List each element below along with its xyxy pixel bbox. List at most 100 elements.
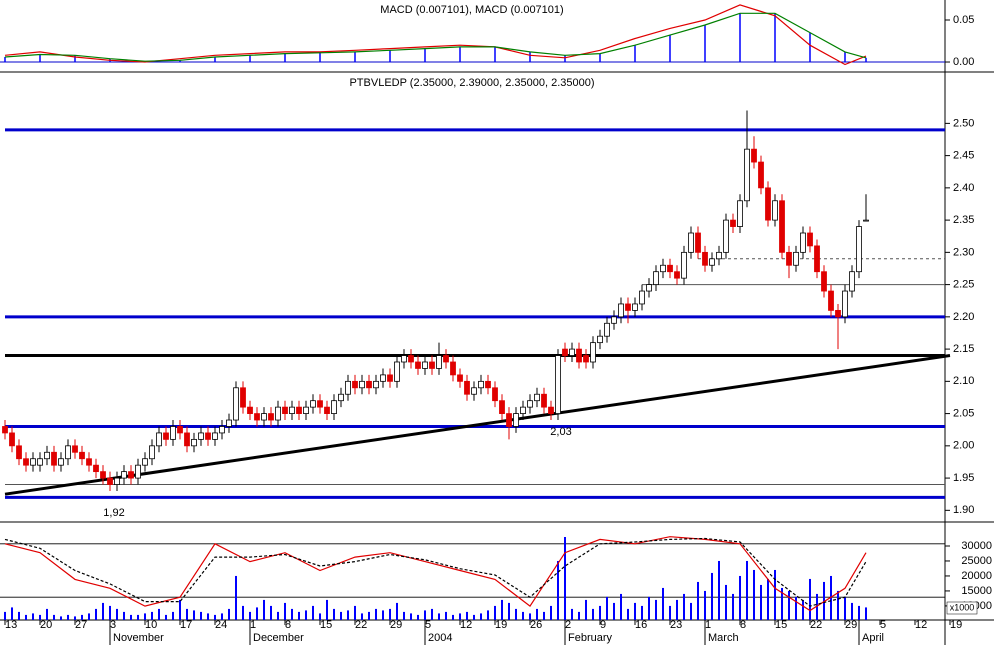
candle-body bbox=[464, 380, 470, 395]
candle-body bbox=[107, 477, 113, 485]
candle-body bbox=[338, 393, 344, 402]
candle-body bbox=[863, 219, 869, 222]
candle-body bbox=[835, 309, 841, 318]
candle-body bbox=[121, 471, 127, 479]
candle-body bbox=[44, 451, 50, 460]
candle-body bbox=[828, 290, 834, 311]
candle-body bbox=[639, 290, 645, 305]
candle-body bbox=[37, 458, 43, 466]
candle-body bbox=[65, 445, 71, 460]
candle-body bbox=[772, 200, 778, 221]
x-tick-label: 26 bbox=[530, 619, 542, 631]
candle-body bbox=[702, 251, 708, 266]
x-tick-label: 2 bbox=[565, 619, 571, 631]
x-tick-label: 15 bbox=[320, 619, 332, 631]
candle-body bbox=[233, 387, 239, 421]
candle-body bbox=[149, 445, 155, 460]
candle-body bbox=[583, 355, 589, 363]
x-tick-label: 16 bbox=[635, 619, 647, 631]
x-tick-label: 19 bbox=[950, 619, 962, 631]
candle-body bbox=[261, 413, 267, 421]
candle-body bbox=[100, 471, 106, 479]
month-label: 2004 bbox=[428, 632, 452, 644]
candle-body bbox=[443, 355, 449, 363]
candle-body bbox=[128, 471, 134, 479]
x-tick-label: 23 bbox=[670, 619, 682, 631]
candle-body bbox=[163, 432, 169, 440]
candle-body bbox=[331, 400, 337, 414]
candle-body bbox=[415, 361, 421, 369]
candle-body bbox=[387, 374, 393, 382]
annotation: 1,92 bbox=[103, 507, 124, 519]
x-tick-label: 24 bbox=[215, 619, 227, 631]
candle-body bbox=[856, 226, 862, 273]
x-tick-label: 27 bbox=[75, 619, 87, 631]
candle-body bbox=[814, 245, 820, 273]
candle-body bbox=[268, 413, 274, 421]
candle-body bbox=[618, 303, 624, 318]
candle-body bbox=[359, 380, 365, 389]
y-tick-label: 2.00 bbox=[953, 440, 974, 452]
candle-body bbox=[492, 387, 498, 402]
y-tick-label: 2.05 bbox=[953, 407, 974, 419]
candle-body bbox=[373, 380, 379, 389]
candle-body bbox=[485, 380, 491, 389]
x-tick-label: 22 bbox=[355, 619, 367, 631]
candle-body bbox=[296, 406, 302, 414]
candle-body bbox=[506, 413, 512, 427]
candle-body bbox=[205, 432, 211, 440]
y-tick-label: 20000 bbox=[961, 570, 992, 582]
candle-body bbox=[324, 406, 330, 414]
candle-body bbox=[352, 380, 358, 389]
annotation: 2,03 bbox=[550, 426, 571, 438]
x-tick-label: 9 bbox=[600, 619, 606, 631]
candle-body bbox=[744, 148, 750, 202]
candle-body bbox=[737, 200, 743, 227]
candle-body bbox=[534, 393, 540, 402]
unit-label: x1000 bbox=[950, 602, 975, 612]
x-tick-label: 8 bbox=[740, 619, 746, 631]
y-tick-label: 2.45 bbox=[953, 150, 974, 162]
x-tick-label: 5 bbox=[425, 619, 431, 631]
candle-body bbox=[9, 432, 15, 447]
candle-body bbox=[247, 406, 253, 414]
candle-body bbox=[807, 232, 813, 247]
candle-body bbox=[688, 232, 694, 253]
stochastic-line bbox=[4, 536, 867, 612]
candle-body bbox=[226, 419, 232, 427]
candle-body bbox=[58, 458, 64, 466]
candle-body bbox=[177, 426, 183, 434]
candle-body bbox=[408, 355, 414, 363]
y-tick-label: 2.15 bbox=[953, 343, 974, 355]
candle-body bbox=[198, 432, 204, 440]
candle-body bbox=[660, 264, 666, 273]
y-tick-label: 2.25 bbox=[953, 279, 974, 291]
candle-body bbox=[219, 426, 225, 434]
candle-body bbox=[723, 219, 729, 253]
price-title: PTBVLEDP (2.35000, 2.39000, 2.35000, 2.3… bbox=[349, 77, 594, 89]
y-tick-label: 2.40 bbox=[953, 182, 974, 194]
candle-body bbox=[436, 355, 442, 369]
y-tick-label: 2.20 bbox=[953, 311, 974, 323]
candle-body bbox=[310, 400, 316, 408]
candle-body bbox=[72, 445, 78, 453]
candle-body bbox=[450, 361, 456, 376]
candle-body bbox=[667, 264, 673, 273]
stochastic-line bbox=[4, 537, 867, 607]
month-label: December bbox=[253, 632, 304, 644]
candle-body bbox=[394, 361, 400, 382]
x-tick-label: 29 bbox=[845, 619, 857, 631]
candle-body bbox=[779, 200, 785, 253]
candle-body bbox=[604, 322, 610, 337]
candle-body bbox=[758, 161, 764, 189]
candle-body bbox=[716, 251, 722, 260]
candle-body bbox=[135, 464, 141, 479]
candle-body bbox=[842, 290, 848, 318]
x-tick-label: 20 bbox=[40, 619, 52, 631]
candle-body bbox=[429, 361, 435, 369]
candle-body bbox=[730, 219, 736, 227]
y-tick-label: 2.30 bbox=[953, 246, 974, 258]
y-tick-label: 2.35 bbox=[953, 214, 974, 226]
candle-body bbox=[632, 303, 638, 311]
